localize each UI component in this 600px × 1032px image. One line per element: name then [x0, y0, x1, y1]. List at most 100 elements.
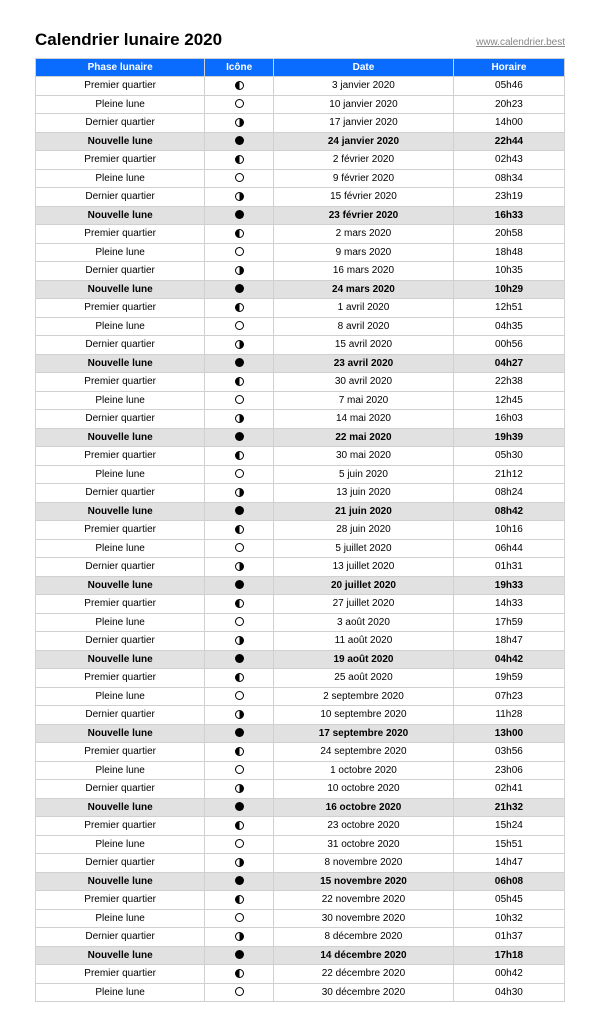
cell-icon [205, 336, 274, 355]
cell-date: 1 avril 2020 [274, 299, 454, 318]
cell-phase: Premier quartier [36, 447, 205, 466]
first-quarter-icon [235, 81, 244, 90]
table-row: Pleine lune30 décembre 202004h30 [36, 983, 565, 1002]
table-row: Nouvelle lune23 février 202016h33 [36, 206, 565, 225]
cell-phase: Premier quartier [36, 521, 205, 540]
cell-date: 30 avril 2020 [274, 373, 454, 392]
cell-icon [205, 151, 274, 170]
cell-icon [205, 928, 274, 947]
cell-date: 2 septembre 2020 [274, 687, 454, 706]
site-link[interactable]: www.calendrier.best [476, 37, 565, 48]
table-row: Dernier quartier13 juin 202008h24 [36, 484, 565, 503]
cell-phase: Premier quartier [36, 77, 205, 96]
table-row: Premier quartier2 mars 202020h58 [36, 225, 565, 244]
cell-time: 01h37 [453, 928, 564, 947]
table-row: Dernier quartier15 février 202023h19 [36, 188, 565, 207]
cell-icon [205, 891, 274, 910]
cell-phase: Premier quartier [36, 965, 205, 984]
table-row: Pleine lune5 juin 202021h12 [36, 465, 565, 484]
table-row: Pleine lune8 avril 202004h35 [36, 317, 565, 336]
cell-icon [205, 872, 274, 891]
cell-date: 22 mai 2020 [274, 428, 454, 447]
cell-date: 22 décembre 2020 [274, 965, 454, 984]
cell-icon [205, 262, 274, 281]
cell-phase: Dernier quartier [36, 114, 205, 133]
cell-time: 22h38 [453, 373, 564, 392]
cell-date: 8 décembre 2020 [274, 928, 454, 947]
cell-date: 13 juillet 2020 [274, 558, 454, 577]
new-moon-icon [235, 654, 244, 663]
cell-phase: Pleine lune [36, 835, 205, 854]
first-quarter-icon [235, 673, 244, 682]
cell-phase: Nouvelle lune [36, 650, 205, 669]
full-moon-icon [235, 469, 244, 478]
table-row: Nouvelle lune24 janvier 202022h44 [36, 132, 565, 151]
cell-date: 8 novembre 2020 [274, 854, 454, 873]
cell-phase: Dernier quartier [36, 188, 205, 207]
cell-phase: Nouvelle lune [36, 206, 205, 225]
cell-time: 05h46 [453, 77, 564, 96]
lunar-calendar-table: Phase lunaire Icône Date Horaire Premier… [35, 58, 565, 1002]
table-row: Pleine lune5 juillet 202006h44 [36, 539, 565, 558]
cell-phase: Pleine lune [36, 391, 205, 410]
table-row: Premier quartier3 janvier 202005h46 [36, 77, 565, 96]
new-moon-icon [235, 210, 244, 219]
full-moon-icon [235, 617, 244, 626]
col-header-time: Horaire [453, 59, 564, 77]
cell-time: 04h35 [453, 317, 564, 336]
cell-date: 17 janvier 2020 [274, 114, 454, 133]
cell-icon [205, 132, 274, 151]
col-header-icon: Icône [205, 59, 274, 77]
new-moon-icon [235, 506, 244, 515]
cell-icon [205, 95, 274, 114]
cell-date: 25 août 2020 [274, 669, 454, 688]
table-row: Premier quartier23 octobre 202015h24 [36, 817, 565, 836]
cell-time: 10h16 [453, 521, 564, 540]
first-quarter-icon [235, 229, 244, 238]
cell-date: 10 septembre 2020 [274, 706, 454, 725]
cell-phase: Nouvelle lune [36, 354, 205, 373]
cell-date: 24 janvier 2020 [274, 132, 454, 151]
table-row: Nouvelle lune22 mai 202019h39 [36, 428, 565, 447]
table-row: Pleine lune2 septembre 202007h23 [36, 687, 565, 706]
cell-phase: Premier quartier [36, 299, 205, 318]
first-quarter-icon [235, 969, 244, 978]
cell-phase: Premier quartier [36, 595, 205, 614]
cell-icon [205, 114, 274, 133]
cell-phase: Nouvelle lune [36, 280, 205, 299]
full-moon-icon [235, 395, 244, 404]
last-quarter-icon [235, 192, 244, 201]
cell-date: 2 mars 2020 [274, 225, 454, 244]
table-row: Nouvelle lune20 juillet 202019h33 [36, 576, 565, 595]
new-moon-icon [235, 358, 244, 367]
cell-icon [205, 761, 274, 780]
col-header-phase: Phase lunaire [36, 59, 205, 77]
cell-time: 20h58 [453, 225, 564, 244]
cell-phase: Dernier quartier [36, 410, 205, 429]
cell-time: 20h23 [453, 95, 564, 114]
cell-phase: Dernier quartier [36, 928, 205, 947]
cell-phase: Premier quartier [36, 817, 205, 836]
cell-icon [205, 983, 274, 1002]
cell-phase: Pleine lune [36, 983, 205, 1002]
cell-phase: Dernier quartier [36, 262, 205, 281]
cell-phase: Pleine lune [36, 95, 205, 114]
table-row: Pleine lune31 octobre 202015h51 [36, 835, 565, 854]
cell-phase: Dernier quartier [36, 484, 205, 503]
cell-icon [205, 798, 274, 817]
cell-date: 20 juillet 2020 [274, 576, 454, 595]
new-moon-icon [235, 728, 244, 737]
cell-date: 30 mai 2020 [274, 447, 454, 466]
cell-date: 16 octobre 2020 [274, 798, 454, 817]
cell-time: 14h33 [453, 595, 564, 614]
cell-phase: Nouvelle lune [36, 502, 205, 521]
cell-time: 03h56 [453, 743, 564, 762]
cell-date: 27 juillet 2020 [274, 595, 454, 614]
cell-date: 5 juin 2020 [274, 465, 454, 484]
cell-phase: Nouvelle lune [36, 576, 205, 595]
cell-date: 24 septembre 2020 [274, 743, 454, 762]
full-moon-icon [235, 913, 244, 922]
cell-time: 12h45 [453, 391, 564, 410]
table-row: Nouvelle lune17 septembre 202013h00 [36, 724, 565, 743]
table-row: Premier quartier2 février 202002h43 [36, 151, 565, 170]
